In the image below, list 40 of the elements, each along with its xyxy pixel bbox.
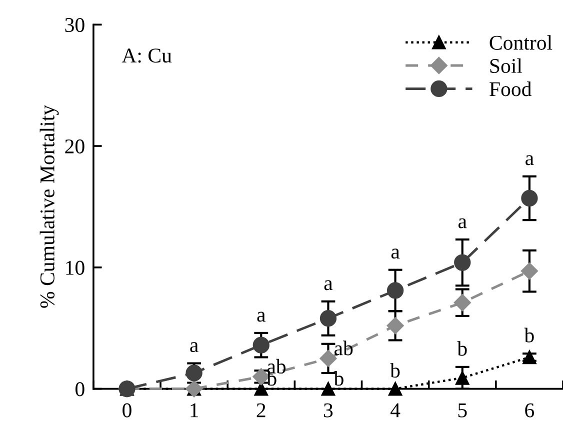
- y-tick-label: 0: [76, 382, 84, 396]
- annotation: b: [334, 371, 344, 386]
- x-tick-label: 0: [122, 403, 132, 418]
- point: [520, 262, 538, 280]
- annotation: b: [457, 341, 467, 356]
- x-tick-label: 3: [324, 403, 333, 418]
- y-axis-title: % Cumulative Mortality: [40, 104, 59, 308]
- point: [320, 310, 337, 327]
- legend-label: Food: [490, 82, 532, 96]
- annotation: a: [458, 218, 467, 228]
- y-tick-label: 20: [65, 139, 84, 154]
- legend-label: Control: [490, 35, 552, 50]
- point: [454, 254, 471, 271]
- point: [454, 294, 471, 312]
- x-tick-label: 1: [190, 403, 198, 418]
- y-tick-label: 30: [65, 18, 84, 32]
- annotation: b: [524, 328, 534, 342]
- point: [386, 282, 404, 299]
- point: [386, 317, 404, 334]
- annotation: a: [391, 248, 400, 259]
- annotation: a: [526, 155, 534, 166]
- point: [388, 382, 402, 396]
- annotation: a: [190, 342, 198, 352]
- annotation: ab: [334, 340, 353, 356]
- point: [521, 190, 538, 207]
- x-tick-label: 4: [390, 403, 400, 418]
- annotation: b: [390, 362, 400, 378]
- x-tick-label: 5: [458, 404, 467, 418]
- annotation: a: [324, 280, 333, 290]
- x-tick-label: 2: [256, 403, 266, 418]
- point: [522, 350, 536, 364]
- y-tick-label: 10: [66, 260, 84, 275]
- annotation: A: Cu: [122, 48, 172, 63]
- point: [455, 370, 470, 385]
- legend-label: Soil: [490, 58, 522, 74]
- point: [252, 336, 270, 354]
- annotation: ab: [267, 358, 286, 374]
- point: [321, 382, 336, 396]
- annotation: a: [257, 312, 266, 322]
- x-tick-label: 6: [525, 403, 534, 418]
